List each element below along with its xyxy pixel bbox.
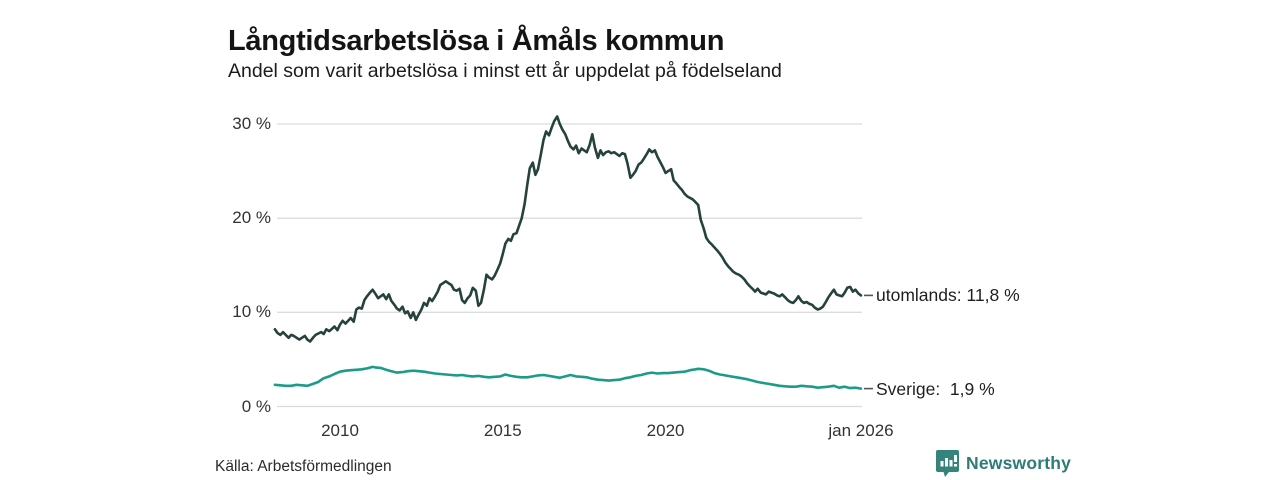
chart-subtitle: Andel som varit arbetslösa i minst ett å… <box>228 60 782 82</box>
x-axis-tick-label: 2015 <box>483 421 522 440</box>
y-axis-tick-label: 0 % <box>241 396 271 416</box>
series-line-Sverige <box>273 365 863 390</box>
y-axis-tick-label: 30 % <box>232 113 271 133</box>
y-axis-tick-label: 20 % <box>232 208 271 228</box>
series-label-sverige: Sverige: 1,9 % <box>876 378 995 399</box>
series-label-utomlands: utomlands: 11,8 % <box>876 285 1020 306</box>
newsworthy-logo-icon <box>936 450 959 477</box>
newsworthy-wordmark: Newsworthy <box>966 453 1072 473</box>
x-axis-tick-label: jan 2026 <box>828 421 894 440</box>
chart-title: Långtidsarbetslösa i Åmåls kommun <box>228 25 725 58</box>
series-line-utomlands <box>273 115 863 343</box>
x-axis-tick-label: 2020 <box>646 421 685 440</box>
source-note: Källa: Arbetsförmedlingen <box>215 458 392 475</box>
y-axis-tick-label: 10 % <box>232 302 271 322</box>
newsworthy-brand: Newsworthy <box>936 450 1071 477</box>
x-axis-tick-label: 2010 <box>321 421 359 440</box>
